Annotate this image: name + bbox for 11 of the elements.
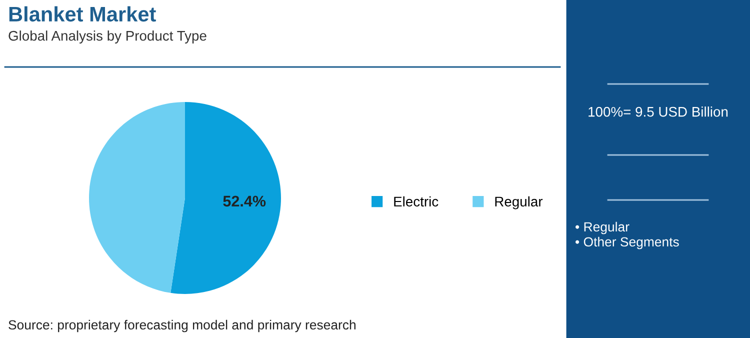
pie-slice [170, 102, 281, 294]
text: 100%= 9.5 USD Billion [588, 106, 728, 117]
chart-subtitle: Global Analysis by Product Type [8, 30, 206, 44]
text: • Regular [576, 222, 630, 234]
source-note: Source: proprietary forecasting model and primary research [8, 320, 356, 332]
chart-title: Blanket Market [9, 6, 156, 22]
text: • Other Segments [576, 236, 679, 250]
legend-label: Electric [394, 196, 438, 207]
legend-label: Regular [495, 196, 543, 210]
pie-slice [89, 102, 185, 293]
data-label: 52.4% [223, 196, 266, 207]
